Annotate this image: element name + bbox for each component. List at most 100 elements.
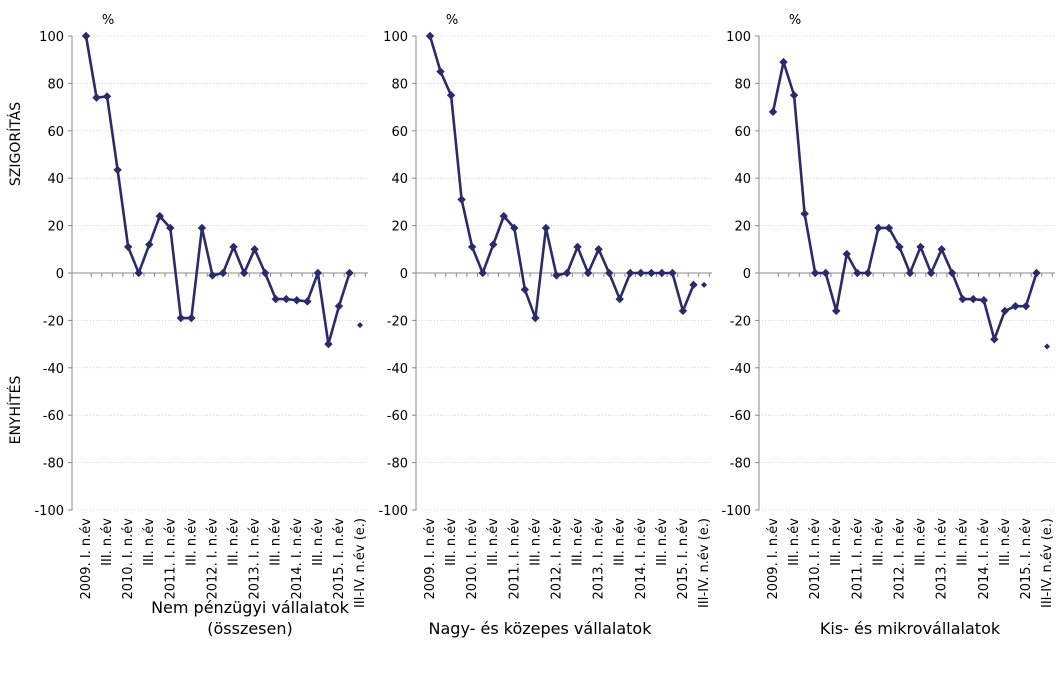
x-tick-label: III. n.év (142, 518, 157, 566)
marker (81, 31, 91, 41)
y-tick-label: 40 (47, 172, 64, 187)
y-tick-label: -60 (43, 409, 64, 424)
x-tick-label: 2013. I. n.év (248, 518, 263, 600)
y-tick-label: 20 (391, 220, 408, 235)
marker (678, 306, 688, 316)
y-tick-label: -20 (43, 314, 64, 329)
y-tick-label: 80 (734, 77, 751, 92)
marker (636, 268, 645, 278)
marker (446, 91, 456, 100)
marker (499, 211, 508, 221)
marker (292, 296, 301, 305)
y-tick-label: 0 (743, 267, 751, 282)
y-tick-label: 0 (56, 267, 64, 282)
marker (647, 268, 656, 278)
marker (239, 268, 249, 278)
marker (250, 245, 259, 254)
marker (1021, 301, 1031, 311)
x-tick-label: III. n.év (829, 518, 844, 566)
x-tick-label: 2012. I. n.év (549, 518, 564, 600)
chart-title: Kis- és mikrovállalatok (819, 619, 1001, 638)
marker (916, 242, 925, 252)
y-tick-label: -80 (730, 457, 751, 472)
marker (510, 223, 519, 233)
marker (531, 313, 540, 323)
marker (657, 268, 667, 278)
y-tick-label: -60 (387, 409, 408, 424)
x-tick-label: 2012. I. n.év (205, 518, 220, 600)
x-tick-label: 2009. I. n.év (766, 518, 781, 600)
marker (520, 285, 530, 294)
line (84, 35, 351, 346)
marker (113, 165, 122, 175)
x-tick-label: 2014. I. n.év (290, 518, 305, 600)
marker (478, 268, 487, 278)
marker (615, 294, 624, 304)
marker (594, 245, 603, 254)
x-tick-label: III-IV. n.év (e.) (1040, 518, 1055, 608)
marker (102, 92, 112, 101)
marker (208, 271, 217, 280)
y-tick-label: -40 (730, 362, 751, 377)
marker (467, 242, 477, 252)
marker (145, 240, 154, 249)
marker (457, 195, 466, 204)
marker (689, 280, 698, 290)
marker (821, 268, 830, 278)
x-tick-label: III-IV. n.év (e.) (697, 518, 712, 608)
x-tick-label: 2011. I. n.év (507, 518, 522, 600)
x-tick-label: 2009. I. n.év (423, 518, 438, 600)
y-tick-label: 20 (734, 220, 751, 235)
unit-label: % (789, 13, 801, 28)
x-tick-label: 2014. I. n.év (634, 518, 649, 600)
marker (701, 281, 708, 288)
marker (303, 297, 312, 306)
y-tick-label: 100 (383, 30, 408, 45)
marker (842, 249, 851, 259)
x-tick-label: III. n.év (269, 518, 284, 566)
x-tick-label: 2015. I. n.év (1019, 518, 1034, 600)
marker (832, 306, 841, 316)
marker (218, 268, 228, 278)
marker (937, 245, 946, 254)
x-tick-label: III. n.év (871, 518, 886, 566)
x-tick-label: 2009. I. n.év (79, 518, 94, 600)
x-tick-label: 2010. I. n.év (121, 518, 136, 600)
marker (334, 301, 344, 311)
marker (313, 268, 323, 278)
x-tick-label: 2011. I. n.év (850, 518, 865, 600)
y-tick-label: 20 (47, 220, 64, 235)
marker (541, 223, 551, 233)
y-tick-label: 60 (734, 125, 751, 140)
x-tick-label: III. n.év (311, 518, 326, 566)
marker (1000, 306, 1010, 316)
marker (229, 242, 238, 252)
marker (345, 268, 354, 278)
x-tick-label: III. n.év (914, 518, 929, 566)
x-tick-label: III. n.év (486, 518, 501, 566)
x-tick-label: III. n.év (100, 518, 115, 566)
marker (176, 313, 186, 323)
y-tick-label: 0 (400, 267, 408, 282)
marker (573, 242, 582, 252)
y-tick-label: 60 (47, 125, 64, 140)
marker (779, 57, 788, 67)
x-tick-label: III. n.év (655, 518, 670, 566)
marker (1032, 268, 1041, 278)
y-tick-label: 100 (39, 30, 64, 45)
x-tick-label: 2015. I. n.év (332, 518, 347, 600)
y-tick-label: 80 (391, 77, 408, 92)
x-tick-label: III. n.év (613, 518, 628, 566)
marker (895, 242, 904, 252)
marker (884, 223, 894, 233)
x-tick-label: III. n.év (956, 518, 971, 566)
marker (1044, 343, 1051, 350)
marker (958, 294, 967, 304)
marker (810, 268, 820, 278)
marker (969, 294, 978, 304)
unit-label: % (102, 13, 114, 28)
y-tick-label: 40 (391, 172, 408, 187)
marker (926, 268, 936, 278)
marker (947, 268, 957, 278)
